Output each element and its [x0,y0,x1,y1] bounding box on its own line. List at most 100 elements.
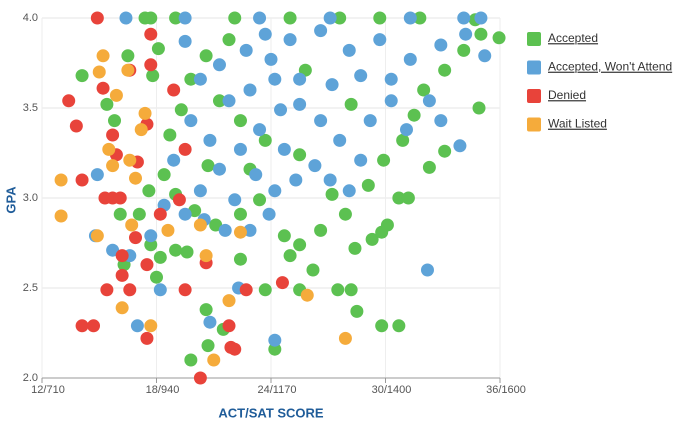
point [325,187,339,201]
x-axis-title: ACT/SAT SCORE [218,405,324,420]
point [102,142,116,156]
point [293,97,307,111]
point [333,133,347,147]
point [268,184,282,198]
point [314,114,328,128]
legend-label[interactable]: Accepted, Won't Attend [548,60,672,74]
point [233,114,247,128]
point [140,258,154,272]
point [178,142,192,156]
point [384,72,398,86]
point [283,249,297,263]
point [434,38,448,52]
legend-label[interactable]: Denied [548,88,586,102]
point [344,97,358,111]
point [474,27,488,41]
point [325,78,339,92]
point [199,49,213,63]
point [212,162,226,176]
point [268,342,282,356]
point [222,319,236,333]
point [100,283,114,297]
point [233,207,247,221]
point [333,11,347,25]
legend-swatch[interactable] [527,32,541,46]
point [348,241,362,255]
point [90,11,104,25]
point [184,353,198,367]
point [184,114,198,128]
point [119,11,133,25]
point [422,160,436,174]
point [380,218,394,232]
point [268,333,282,347]
x-tick-label: 30/1400 [372,384,412,396]
point [338,207,352,221]
x-tick-label: 18/940 [146,384,180,396]
point [100,97,114,111]
point [338,331,352,345]
point [161,223,175,237]
legend-label[interactable]: Wait Listed [548,117,607,131]
legend-swatch[interactable] [527,117,541,132]
point [108,114,122,128]
point [239,43,253,57]
point [293,238,307,252]
point [258,283,272,297]
point [109,88,123,102]
legend-swatch[interactable] [527,60,541,75]
point [174,103,188,117]
y-tick-label: 2.5 [23,282,38,294]
point [121,49,135,63]
point [125,218,139,232]
point [178,207,192,221]
point [399,123,413,137]
point [193,218,207,232]
point [130,319,144,333]
point [249,168,263,182]
point [138,106,152,120]
point [403,11,417,25]
point [314,223,328,237]
point [178,283,192,297]
point [233,252,247,266]
point [361,178,375,192]
point [342,184,356,198]
point [138,11,152,25]
point [253,193,267,207]
point [178,34,192,48]
point [115,301,129,315]
point [106,243,120,257]
point [106,159,120,173]
x-tick-label: 36/1600 [486,384,526,396]
point [150,270,163,284]
point [258,133,272,147]
point [363,114,377,128]
point [96,81,110,95]
point [283,11,297,25]
legend-label[interactable]: Accepted [548,31,598,45]
point [283,33,297,47]
point [314,24,328,38]
point [239,283,253,297]
point [407,108,421,122]
point [144,238,158,252]
point [212,58,226,72]
y-axis-title: GPA [3,186,18,214]
point [222,94,236,108]
point [457,43,471,57]
point [277,142,291,156]
point [478,49,492,63]
point [193,72,207,86]
point [129,171,143,185]
x-tick-label: 24/1170 [258,384,297,396]
point [396,133,410,147]
point [323,173,337,187]
point [293,148,307,162]
point [144,58,158,72]
y-tick-label: 4.0 [23,12,38,24]
legend-swatch[interactable] [527,89,541,103]
point [212,94,226,108]
y-tick-label: 3.0 [23,192,38,204]
